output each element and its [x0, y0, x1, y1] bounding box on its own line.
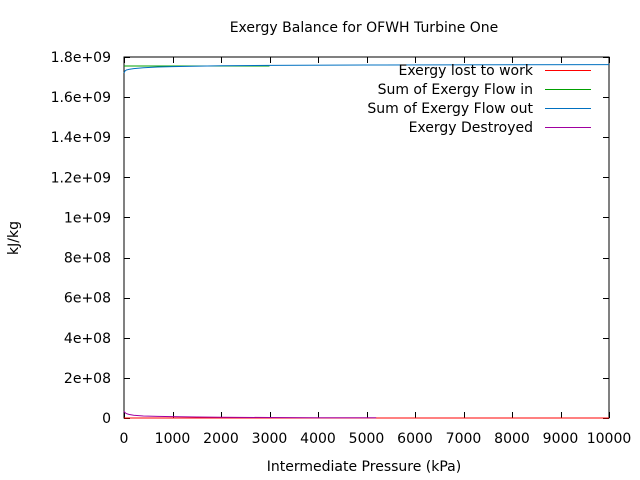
x-tick-label: 1000 — [155, 431, 191, 447]
legend-label: Exergy Destroyed — [409, 120, 533, 136]
plot-area — [123, 64, 610, 419]
y-tick-label: 8e+08 — [64, 251, 111, 267]
y-axis-label: kJ/kg — [6, 221, 22, 255]
y-tick-label: 6e+08 — [64, 291, 111, 307]
x-tick-label: 3000 — [252, 431, 288, 447]
legend: Exergy lost to work Sum of Exergy Flow in… — [367, 63, 591, 136]
x-tick-label: 6000 — [397, 431, 433, 447]
y-tick-label: 1.8e+09 — [51, 50, 111, 66]
legend-label: Exergy lost to work — [398, 63, 533, 79]
x-axis-label: Intermediate Pressure (kPa) — [267, 459, 461, 475]
y-tick-label: 0 — [102, 411, 111, 427]
series-line-exergy-destroyed — [123, 410, 377, 419]
y-tick-label: 1e+09 — [64, 210, 111, 226]
y-tick-label: 1.4e+09 — [51, 130, 111, 146]
legend-label: Sum of Exergy Flow in — [378, 82, 533, 98]
x-tick-label: 8000 — [494, 431, 530, 447]
y-tick-label: 2e+08 — [64, 371, 111, 387]
series-line-sum-of-exergy-flow-out — [123, 64, 610, 74]
y-tick-label: 1.6e+09 — [51, 90, 111, 106]
axis-ticks: 0 1000 2000 3000 4000 5000 6000 7000 8000 9000 100… — [51, 50, 632, 447]
x-tick-label: 0 — [120, 431, 129, 447]
x-tick-label: 9000 — [543, 431, 579, 447]
x-tick-label: 7000 — [446, 431, 482, 447]
y-tick-label: 4e+08 — [64, 331, 111, 347]
x-tick-label: 4000 — [300, 431, 336, 447]
y-tick-label: 1.2e+09 — [51, 170, 111, 186]
chart-title: Exergy Balance for OFWH Turbine One — [230, 20, 499, 36]
legend-label: Sum of Exergy Flow out — [367, 101, 533, 117]
x-tick-label: 5000 — [349, 431, 385, 447]
x-tick-label: 2000 — [203, 431, 239, 447]
x-tick-label: 10000 — [587, 431, 632, 447]
